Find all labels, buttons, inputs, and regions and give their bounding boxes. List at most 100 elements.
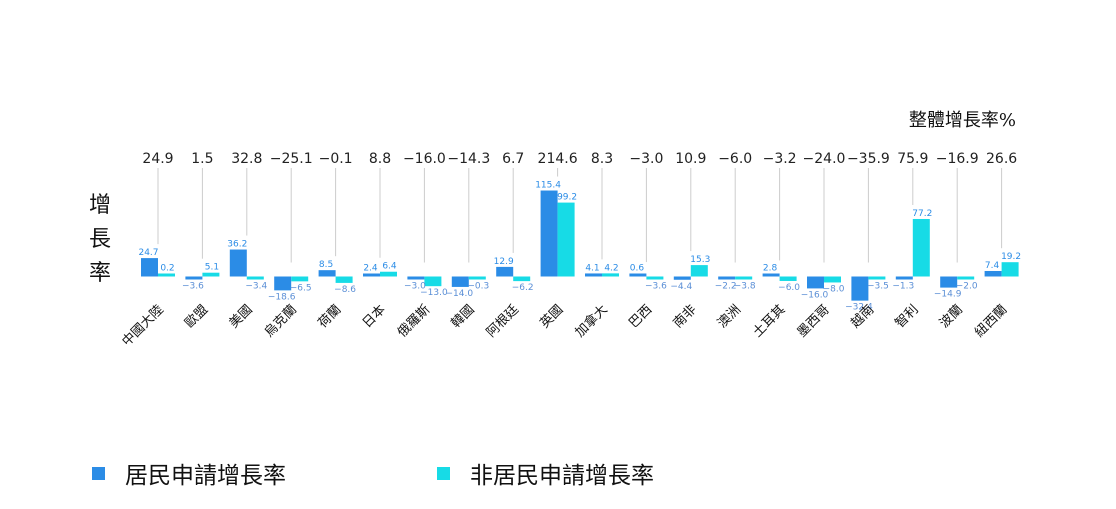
total-growth-label: 8.8 xyxy=(369,151,391,167)
category-label: 美國 xyxy=(227,302,256,331)
y-axis-title-char: 增 xyxy=(89,193,111,218)
bar-value-label: −6.5 xyxy=(290,283,312,293)
bar-value-label: −8.6 xyxy=(334,285,356,295)
bar-value-label: 5.1 xyxy=(205,263,219,273)
bar-value-label: 115.4 xyxy=(535,181,561,191)
bar-value-label: 0.6 xyxy=(630,264,645,274)
bar-value-label: 12.9 xyxy=(494,257,514,267)
bar-non-resident xyxy=(513,276,531,282)
legend-label-non-resident: 非居民申請增長率 xyxy=(470,463,654,489)
bar-resident xyxy=(984,270,1002,277)
bar-resident xyxy=(363,273,380,277)
bar-resident xyxy=(851,276,869,301)
bar-value-label: 4.1 xyxy=(585,263,599,273)
bar-value-label: −3.6 xyxy=(182,282,204,292)
bar-non-resident xyxy=(246,276,264,280)
legend-swatch-resident xyxy=(92,466,105,480)
category-label: 中國大陸 xyxy=(119,302,167,350)
y-axis-title: 增長率 xyxy=(89,193,111,286)
bar-value-label: 15.3 xyxy=(690,255,710,265)
total-growth-label: −24.0 xyxy=(803,151,846,167)
bar-non-resident xyxy=(912,218,930,277)
bar-value-label: −3.8 xyxy=(734,282,756,292)
bar-value-label: −18.6 xyxy=(268,292,296,302)
bar-non-resident xyxy=(158,273,175,277)
total-growth-label: −14.3 xyxy=(447,151,490,167)
total-growth-label: 24.9 xyxy=(142,151,173,167)
category-label: 波蘭 xyxy=(936,302,966,332)
category-label: 巴西 xyxy=(626,302,655,331)
category-label: 日本 xyxy=(360,302,389,331)
category-label: 澳洲 xyxy=(714,302,744,332)
bar-value-label: −6.0 xyxy=(778,283,800,293)
category-label: 土耳其 xyxy=(750,302,788,340)
legend-item-resident: 居民申請增長率 xyxy=(92,456,286,490)
bar-resident xyxy=(940,276,958,288)
bar-non-resident xyxy=(779,276,797,281)
category-label: 烏克蘭 xyxy=(261,302,300,341)
y-axis-title-char: 長 xyxy=(89,227,111,252)
category-label: 歐盟 xyxy=(182,302,211,331)
bar-resident xyxy=(807,276,824,289)
bar-value-label: 2.4 xyxy=(363,264,378,274)
bar-value-label: −2.0 xyxy=(956,282,978,292)
bar-non-resident xyxy=(1001,262,1019,277)
bar-value-label: 2.8 xyxy=(763,264,778,274)
bar-value-label: −16.0 xyxy=(801,290,829,300)
category-label: 紐西蘭 xyxy=(972,302,1011,341)
bar-value-label: 7.4 xyxy=(985,261,1000,271)
total-growth-label: 6.7 xyxy=(502,151,524,167)
total-growth-label: 1.5 xyxy=(191,151,213,167)
bar-resident xyxy=(274,276,292,291)
total-growth-label: 26.6 xyxy=(986,151,1017,167)
category-label: 阿根廷 xyxy=(484,302,522,340)
bar-value-label: −3.0 xyxy=(404,282,426,292)
category-label: 英國 xyxy=(537,302,566,331)
total-growth-label: −16.9 xyxy=(936,151,979,167)
bar-non-resident xyxy=(202,272,220,277)
bar-non-resident xyxy=(468,276,486,280)
bar-non-resident xyxy=(557,202,575,277)
bar-value-label: −2.2 xyxy=(715,282,737,292)
bar-non-resident xyxy=(380,271,397,277)
bar-non-resident xyxy=(646,276,664,280)
bar-resident xyxy=(895,276,913,280)
bar-value-label: 24.7 xyxy=(138,248,158,258)
bar-resident xyxy=(718,276,736,280)
y-axis-title-char: 率 xyxy=(89,261,111,286)
bar-non-resident xyxy=(690,265,708,277)
legend-item-non-resident: 非居民申請增長率 xyxy=(437,456,654,490)
bar-value-label: 36.2 xyxy=(227,240,247,250)
total-growth-label: 8.3 xyxy=(591,151,613,167)
bar-value-label: 6.4 xyxy=(382,262,397,272)
category-label: 墨西哥 xyxy=(795,302,833,340)
bar-resident xyxy=(407,276,425,280)
bar-resident xyxy=(673,276,691,280)
bar-resident xyxy=(629,273,647,277)
total-growth-label: −25.1 xyxy=(270,151,313,167)
bar-value-label: 4.2 xyxy=(604,263,618,273)
bar-resident xyxy=(585,273,602,277)
total-growth-label: −3.2 xyxy=(763,151,797,167)
bar-value-label: −14.9 xyxy=(934,290,962,300)
bar-value-label: 0.2 xyxy=(160,264,174,274)
bar-value-label: −1.3 xyxy=(892,282,914,292)
bar-value-label: −6.2 xyxy=(512,283,534,293)
bar-resident xyxy=(451,276,469,287)
legend-label-resident: 居民申請增長率 xyxy=(125,463,286,489)
bar-value-label: −8.0 xyxy=(823,284,845,294)
bar-resident xyxy=(141,258,158,277)
category-label: 加拿大 xyxy=(572,302,611,341)
bar-value-label: −32.4 xyxy=(845,303,873,313)
bar-resident xyxy=(185,276,203,280)
category-label: 俄羅斯 xyxy=(395,302,433,340)
total-growth-label: −35.9 xyxy=(847,151,890,167)
bar-resident xyxy=(229,249,247,277)
bar-resident xyxy=(762,273,780,277)
category-label: 荷蘭 xyxy=(315,302,345,332)
total-growth-label: −6.0 xyxy=(718,151,752,167)
bar-value-label: 99.2 xyxy=(557,193,577,203)
bar-non-resident xyxy=(335,276,353,283)
bar-value-label: −3.5 xyxy=(867,282,889,292)
